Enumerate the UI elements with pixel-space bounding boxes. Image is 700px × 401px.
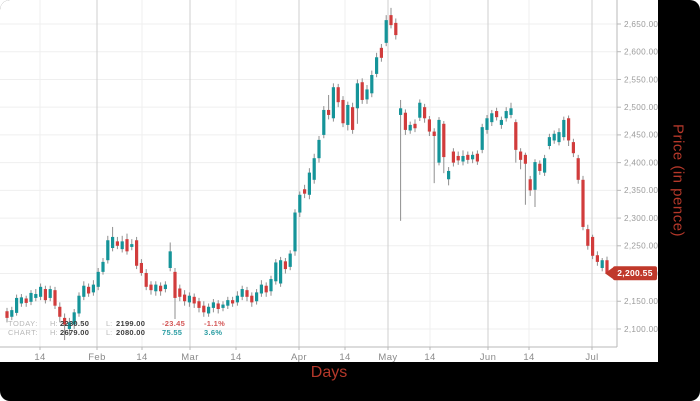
y-tick-label: 2,250.00 [624,242,658,251]
candlestick-chart[interactable]: 2,650.00 2,600.00 2,550.00 2,500.00 2,450.00… [0,0,658,362]
x-tick-label: 14 [424,352,435,362]
x-tick-label: Jul [585,352,598,362]
candles [5,7,609,341]
last-price-tag: 2,200.55 [605,266,657,281]
y-axis-title: Price (in pence) [669,124,687,238]
y-tick-label: 2,300.00 [624,214,658,223]
y-tick-label: 2,350.00 [624,186,658,195]
x-tick-label: May [378,352,397,362]
y-tick-label: 2,650.00 [624,20,658,29]
x-tick-label: 14 [230,352,241,362]
x-tick-label: 14 [339,352,350,362]
y-tick-label: 2,600.00 [624,48,658,57]
grid [0,0,617,347]
chart-panel: 2,650.00 2,600.00 2,550.00 2,500.00 2,450.00… [0,0,658,362]
legend-today-high-value: 2230.50 [60,319,90,328]
legend-today-low-key: L: [106,319,113,328]
y-tick-label: 2,550.00 [624,75,658,84]
axes: 2,650.00 2,600.00 2,550.00 2,500.00 2,450.00… [0,0,658,362]
legend-chart-change-pct: 3.6% [204,327,223,337]
x-tick-label: Feb [88,352,106,362]
x-tick-label: 14 [523,352,534,362]
legend-chart-high-value: 2679.00 [60,327,90,337]
y-tick-label: 2,100.00 [624,325,658,334]
legend-chart-high-key: H: [50,327,58,337]
y-tick-label: 2,450.00 [624,131,658,140]
legend-chart-label: CHART: [8,327,38,337]
legend-chart-low-key: L: [106,327,113,337]
legend-row-chart: CHART: H: 2679.00 L: 2080.00 75.55 3.6% [8,327,225,338]
legend-chart-low-value: 2080.00 [116,327,146,337]
y-tick-label: 2,500.00 [624,103,658,112]
legend-today-label: TODAY: [8,319,38,328]
x-tick-label: 14 [136,352,147,362]
x-tick-label: Jun [480,352,497,362]
legend-today-high-key: H: [50,319,58,328]
last-price-value: 2,200.55 [617,268,653,278]
legend-today-low-value: 2199.00 [116,319,146,328]
legend-chart-change: 75.55 [162,327,183,337]
x-axis-title: Days [310,364,348,381]
x-tick-label: Mar [181,352,199,362]
ohlc-legend: TODAY: H: 2230.50 L: 2199.00 -23.45 -1.1… [8,319,226,338]
y-tick-label: 2,400.00 [624,158,658,167]
legend-today-change: -23.45 [162,319,186,328]
x-tick-label: 14 [34,352,45,362]
y-tick-label: 2,150.00 [624,297,658,306]
x-tick-label: Apr [291,352,307,362]
legend-row-today: TODAY: H: 2230.50 L: 2199.00 -23.45 -1.1… [8,319,226,329]
legend-today-change-pct: -1.1% [204,319,226,328]
